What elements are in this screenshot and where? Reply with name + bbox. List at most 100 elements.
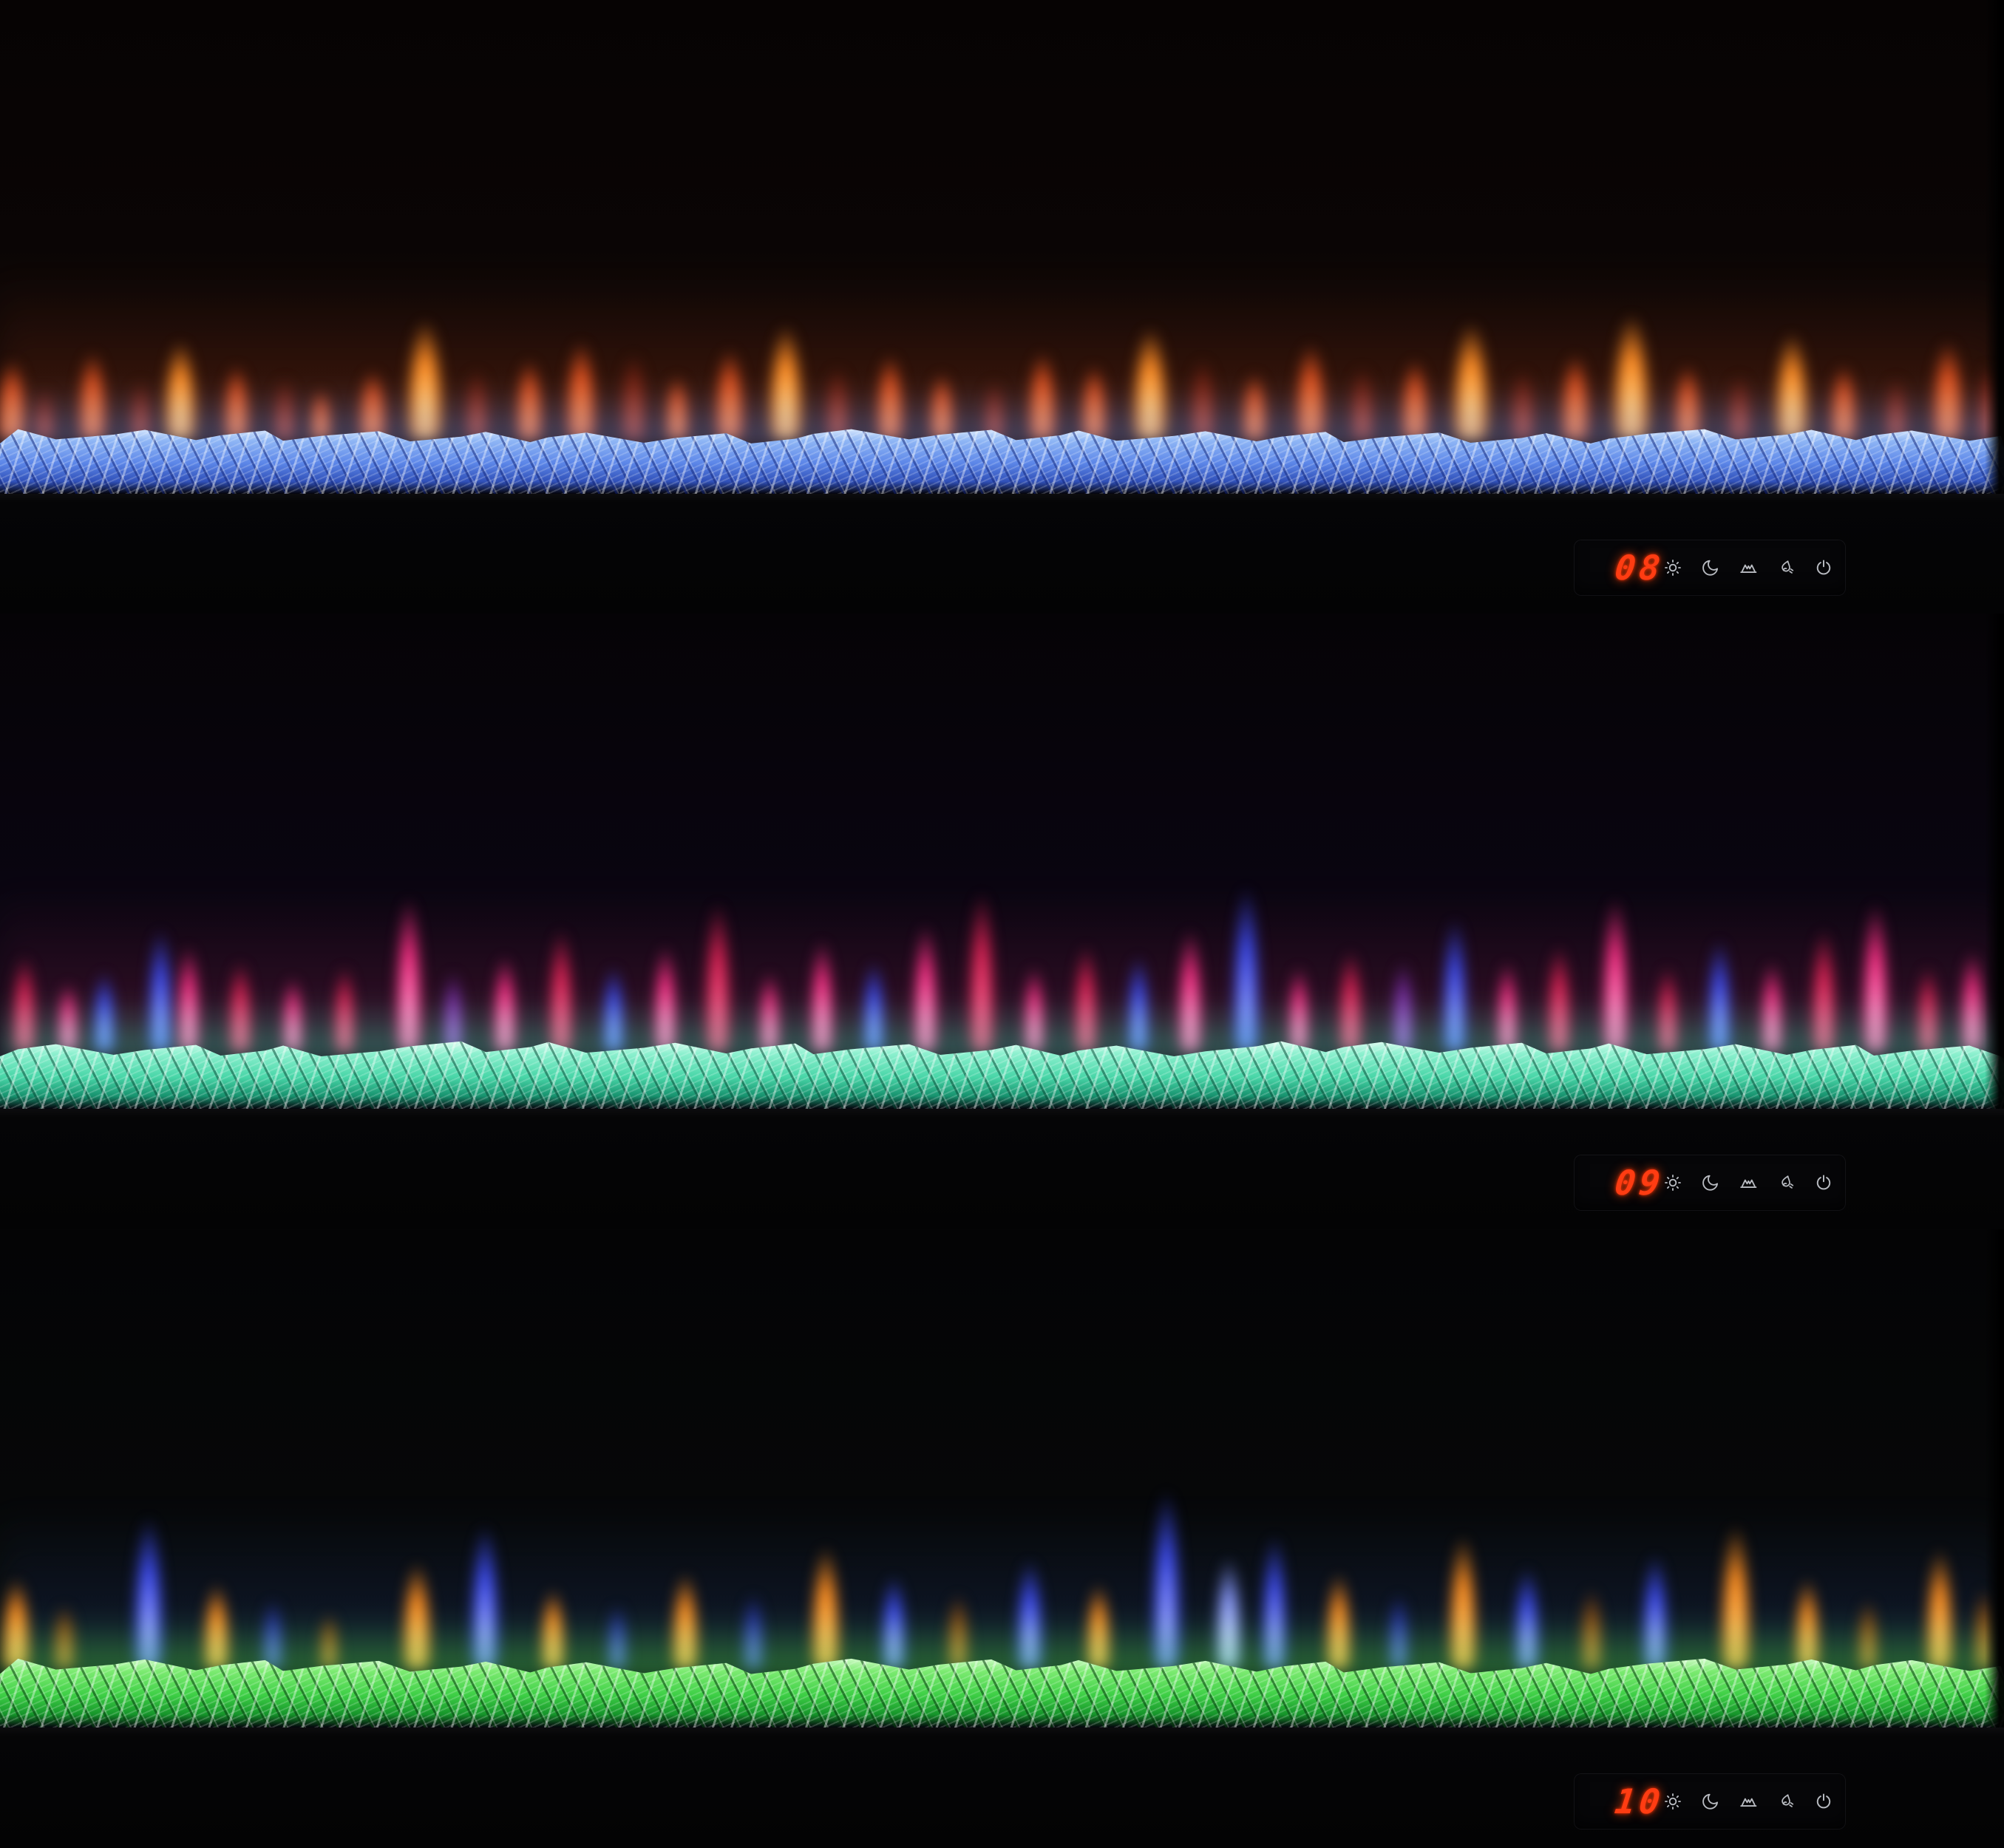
control-buttons bbox=[1663, 1792, 1833, 1811]
fireplace-viewport bbox=[0, 0, 2004, 494]
flame-orange bbox=[664, 1535, 707, 1668]
sleep-timer-icon[interactable] bbox=[1701, 1173, 1720, 1192]
flame-ember-red bbox=[25, 369, 63, 439]
flame-dim-blue bbox=[1382, 1565, 1416, 1668]
flame-orange-red bbox=[350, 343, 395, 439]
flame-magenta bbox=[1017, 933, 1050, 1051]
flame-orange bbox=[0, 1543, 38, 1668]
flame-magenta bbox=[753, 940, 787, 1051]
flame-crimson bbox=[696, 844, 738, 1051]
flame-orange bbox=[1788, 1543, 1827, 1668]
flame-dim-blue bbox=[254, 1572, 291, 1668]
brightness-icon[interactable] bbox=[1663, 1792, 1682, 1811]
flame-orange-red bbox=[215, 336, 257, 439]
control-panel: 10 bbox=[1574, 1773, 1846, 1830]
flame-magenta bbox=[803, 896, 840, 1051]
flame-ember-red bbox=[817, 339, 859, 439]
flame-orange-red bbox=[1552, 321, 1598, 439]
fireplace-frame: 08 bbox=[0, 494, 2004, 614]
flame-blue bbox=[1436, 866, 1475, 1051]
flame-crimson bbox=[327, 933, 362, 1051]
flame-orange-red bbox=[867, 321, 912, 439]
flame-dim-orange bbox=[312, 1591, 345, 1668]
flame-magenta bbox=[1282, 933, 1315, 1051]
flame-magenta bbox=[486, 918, 524, 1051]
sleep-timer-icon[interactable] bbox=[1701, 1792, 1720, 1811]
flame-orange-red bbox=[1822, 336, 1866, 439]
flame-blue bbox=[1507, 1528, 1547, 1668]
power-icon[interactable] bbox=[1814, 558, 1833, 577]
flame-magenta bbox=[1490, 925, 1524, 1051]
flame-blue bbox=[124, 1458, 172, 1668]
control-buttons bbox=[1663, 1173, 1833, 1192]
flame-orange bbox=[802, 1498, 849, 1668]
flame-orange-red bbox=[705, 313, 753, 439]
flame-ember-red bbox=[457, 343, 497, 439]
flame-dim-orange bbox=[940, 1565, 976, 1668]
flame-amber bbox=[1441, 276, 1500, 439]
flame-effect-icon[interactable] bbox=[1739, 1173, 1758, 1192]
flame-orange bbox=[1711, 1469, 1759, 1668]
flame-amber bbox=[1601, 265, 1661, 439]
right-bezel bbox=[1985, 614, 2004, 1109]
flame-orange bbox=[534, 1557, 573, 1668]
flame-orange-red bbox=[1285, 306, 1335, 439]
fireplace-frame: 09 bbox=[0, 1109, 2004, 1229]
flame-orange bbox=[195, 1550, 237, 1668]
flame-dim-orange bbox=[45, 1580, 83, 1668]
flame-color-icon[interactable] bbox=[1776, 558, 1796, 577]
flame-ember-red bbox=[1342, 339, 1384, 439]
crystal-ember-bed bbox=[0, 429, 2004, 494]
flame-color-icon[interactable] bbox=[1776, 1173, 1796, 1192]
flame-amber bbox=[395, 273, 454, 439]
brightness-icon[interactable] bbox=[1663, 558, 1682, 577]
flame-layer bbox=[0, 0, 2004, 494]
fireplace-unit-middle: 09 bbox=[0, 614, 2004, 1229]
brightness-icon[interactable] bbox=[1663, 1173, 1682, 1192]
flame-crimson bbox=[1651, 933, 1684, 1051]
flame-blue bbox=[1008, 1517, 1052, 1668]
flame-blue bbox=[1143, 1421, 1189, 1668]
flame-blue bbox=[86, 940, 121, 1051]
flame-violet bbox=[436, 940, 469, 1051]
power-icon[interactable] bbox=[1814, 1173, 1833, 1192]
crystal-ember-bed bbox=[0, 1658, 2004, 1728]
flame-orange bbox=[1079, 1550, 1118, 1668]
flame-magenta bbox=[52, 955, 85, 1051]
flame-orange-red bbox=[1019, 317, 1065, 439]
flame-color-icon[interactable] bbox=[1776, 1792, 1796, 1811]
flame-magenta bbox=[276, 948, 309, 1051]
flame-ember-red bbox=[611, 321, 656, 439]
flame-layer bbox=[0, 1229, 2004, 1728]
flame-orange-red bbox=[303, 369, 338, 439]
power-icon[interactable] bbox=[1814, 1792, 1833, 1811]
flame-ember-red bbox=[265, 354, 304, 439]
flame-blue bbox=[462, 1469, 509, 1668]
flame-magenta bbox=[170, 903, 206, 1051]
flame-dim-orange bbox=[1573, 1557, 1609, 1668]
flame-blue bbox=[1254, 1484, 1295, 1668]
flame-ember-red bbox=[1876, 354, 1915, 439]
flame-orange-red bbox=[507, 328, 551, 439]
flame-amber bbox=[758, 280, 813, 439]
flame-blue bbox=[1701, 896, 1739, 1051]
flame-blue bbox=[1225, 822, 1268, 1051]
flame-magenta bbox=[1754, 925, 1789, 1051]
flame-orange bbox=[393, 1521, 440, 1668]
flame-orange-red bbox=[1665, 336, 1709, 439]
flame-crimson bbox=[1541, 903, 1578, 1051]
flame-effect-icon[interactable] bbox=[1739, 558, 1758, 577]
fireplace-unit-bottom: 10 bbox=[0, 1229, 2004, 1848]
flame-amber bbox=[1122, 284, 1179, 439]
flame-white-blue bbox=[1207, 1513, 1249, 1668]
flame-effect-icon[interactable] bbox=[1739, 1792, 1758, 1811]
fireplace-unit-top: 08 bbox=[0, 0, 2004, 614]
flame-dim-blue bbox=[599, 1580, 634, 1668]
flame-blue bbox=[1121, 918, 1155, 1051]
led-display: 09 bbox=[1612, 1163, 1666, 1203]
flame-magenta bbox=[1855, 844, 1897, 1051]
flame-orange bbox=[1918, 1502, 1962, 1668]
control-panel: 09 bbox=[1574, 1155, 1846, 1211]
sleep-timer-icon[interactable] bbox=[1701, 558, 1720, 577]
